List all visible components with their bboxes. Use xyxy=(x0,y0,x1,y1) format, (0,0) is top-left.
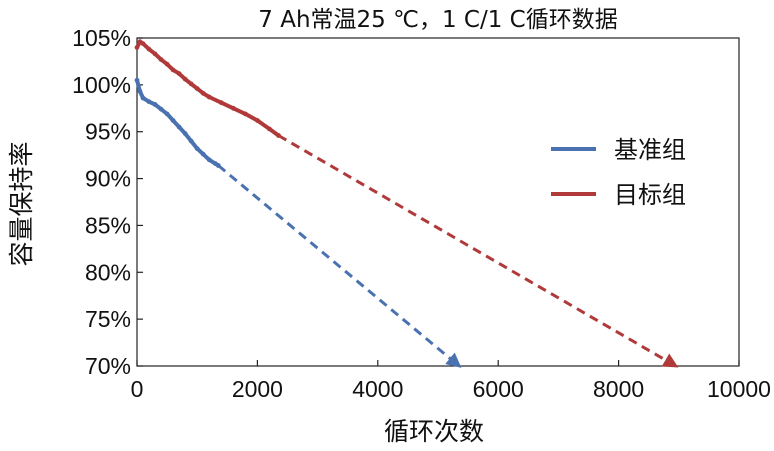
series-target-point xyxy=(170,67,176,73)
series-target-point xyxy=(152,51,158,57)
series-baseline-point xyxy=(152,102,158,107)
series-target-point xyxy=(140,41,146,46)
series-target-point xyxy=(164,61,170,67)
chart-title: 7 Ah常温25 ℃，1 C/1 C循环数据 xyxy=(258,7,617,33)
x-tick-label: 0 xyxy=(131,376,144,402)
series-target-point xyxy=(176,71,182,76)
y-tick-label: 80% xyxy=(85,259,131,285)
y-tick-label: 70% xyxy=(85,353,131,379)
x-axis: 0 2000 4000 6000 8000 10000 xyxy=(131,360,771,402)
series-baseline-point xyxy=(158,106,164,112)
series-target-point xyxy=(158,57,164,62)
series-baseline-point xyxy=(206,157,212,163)
plot-area-frame xyxy=(136,37,740,367)
series-target-point xyxy=(267,126,272,132)
series-target-point xyxy=(206,94,212,100)
y-tick-label: 105% xyxy=(72,25,131,51)
x-tick-label: 10000 xyxy=(707,376,771,402)
series-baseline-point xyxy=(176,124,182,130)
y-tick-label: 90% xyxy=(85,166,131,192)
series-baseline-point xyxy=(146,99,152,105)
series-target-point xyxy=(218,100,224,106)
y-tick-label: 75% xyxy=(85,306,131,332)
y-axis: 70% 75% 80% 85% 90% 95% 100% 105% xyxy=(72,25,143,379)
x-axis-label: 循环次数 xyxy=(384,417,484,446)
series-baseline-point xyxy=(170,118,176,123)
series-target-point xyxy=(194,86,200,91)
series-baseline-point xyxy=(134,77,140,83)
series-baseline-measured-line xyxy=(135,78,221,168)
y-tick-label: 100% xyxy=(72,72,131,98)
series-target-point xyxy=(134,45,140,50)
series-baseline-point xyxy=(188,138,194,144)
x-tick-label: 4000 xyxy=(352,376,403,402)
y-tick-label: 85% xyxy=(85,212,131,238)
legend: 基准组 目标组 xyxy=(551,136,686,209)
x-tick-label: 8000 xyxy=(593,376,644,402)
series-target-point xyxy=(200,90,206,96)
legend-label-target: 目标组 xyxy=(614,181,686,209)
series-baseline-point xyxy=(137,89,143,94)
series-layer xyxy=(134,39,679,368)
series-target-point xyxy=(255,118,260,123)
series-target-projection-line xyxy=(277,134,679,368)
series-target-point xyxy=(243,111,248,117)
series-baseline-point xyxy=(140,95,146,101)
series-baseline-projection-line xyxy=(217,164,462,368)
y-axis-label: 容量保持率 xyxy=(7,141,36,266)
series-baseline-point xyxy=(182,131,188,137)
series-target-point xyxy=(146,46,152,52)
x-tick-label: 6000 xyxy=(473,376,524,402)
series-target-point xyxy=(182,76,188,82)
y-tick-label: 95% xyxy=(85,119,131,145)
series-target-point xyxy=(230,105,236,111)
series-baseline-point xyxy=(164,111,170,117)
x-tick-label: 2000 xyxy=(232,376,283,402)
series-baseline-point xyxy=(194,146,200,152)
legend-label-baseline: 基准组 xyxy=(614,136,686,164)
series-baseline-point xyxy=(200,151,206,157)
series-target-point xyxy=(188,81,194,87)
